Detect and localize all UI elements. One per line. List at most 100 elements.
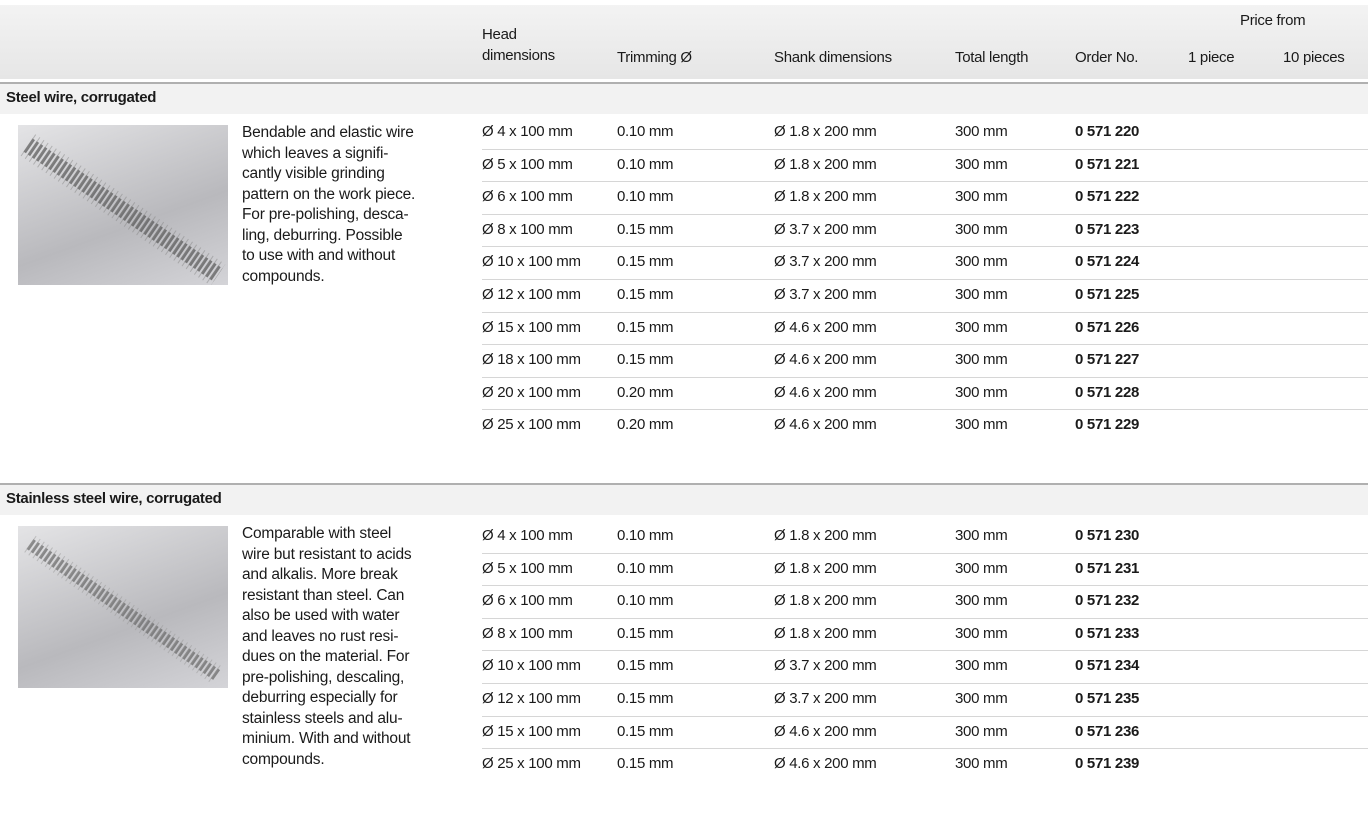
order-number: 0 571 233 <box>1075 624 1140 642</box>
section-header <box>0 82 1368 114</box>
table-cell: 300 mm <box>955 559 1008 577</box>
table-cell: 0.15 mm <box>617 690 674 707</box>
table-cell: 0.15 mm <box>617 722 674 740</box>
row-separator <box>482 148 1368 150</box>
table-cell: Ø 3.7 x 200 mm <box>774 253 877 271</box>
table-cell: 0.20 mm <box>617 416 674 434</box>
row-separator <box>482 715 1368 717</box>
table-cell: 300 mm <box>955 722 1008 740</box>
table-cell: 0.15 mm <box>617 318 674 336</box>
table-cell: 0.15 mm <box>617 286 674 303</box>
table-cell: Ø 8 x 100 mm <box>482 624 573 642</box>
price-from-header: Price from <box>1240 12 1306 29</box>
table-cell: 300 mm <box>955 527 1008 544</box>
table-cell: Ø 1.8 x 200 mm <box>774 155 877 173</box>
table-cell: 300 mm <box>955 755 1008 773</box>
table-cell: Ø 10 x 100 mm <box>482 253 581 271</box>
table-cell: Ø 4.6 x 200 mm <box>774 722 877 740</box>
description: Bendable and elastic wire which leaves a… <box>242 124 416 285</box>
row-separator <box>482 617 1368 619</box>
table-cell: Ø 18 x 100 mm <box>482 351 581 369</box>
table-cell: 300 mm <box>955 416 1008 434</box>
row-separator <box>482 213 1368 215</box>
order-number: 0 571 221 <box>1075 155 1140 173</box>
row-separator <box>482 650 1368 652</box>
order-number: 0 571 231 <box>1075 559 1140 577</box>
order-number: 0 571 223 <box>1075 220 1140 238</box>
order-number: 0 571 227 <box>1075 351 1140 369</box>
row-separator <box>482 279 1368 280</box>
table-cell: 0.10 mm <box>617 155 674 173</box>
table-cell: Ø 4.6 x 200 mm <box>774 351 877 369</box>
table-cell: Ø 4 x 100 mm <box>482 527 573 544</box>
table-cell: 0.15 mm <box>617 657 674 675</box>
table-cell: Ø 4.6 x 200 mm <box>774 318 877 336</box>
row-separator <box>482 748 1368 750</box>
order-number: 0 571 220 <box>1075 123 1140 140</box>
table-cell: Ø 25 x 100 mm <box>482 416 581 434</box>
table-cell: Ø 4 x 100 mm <box>482 123 573 140</box>
table-cell: Ø 3.7 x 200 mm <box>774 220 877 238</box>
table-cell: 0.10 mm <box>617 527 674 544</box>
table-cell: Ø 4.6 x 200 mm <box>774 416 877 434</box>
table-cell: Ø 12 x 100 mm <box>482 286 581 303</box>
order-number: 0 571 230 <box>1075 527 1140 544</box>
table-cell: 300 mm <box>955 592 1008 610</box>
table-cell: Ø 1.8 x 200 mm <box>774 559 877 577</box>
table-cell: 300 mm <box>955 155 1008 173</box>
table-cell: 300 mm <box>955 253 1008 271</box>
order-number: 0 571 236 <box>1075 722 1140 740</box>
table-cell: 300 mm <box>955 351 1008 369</box>
table-cell: 0.10 mm <box>617 123 674 140</box>
table-cell: Ø 8 x 100 mm <box>482 220 573 238</box>
table-cell: Ø 3.7 x 200 mm <box>774 690 877 707</box>
table-cell: Ø 12 x 100 mm <box>482 690 581 707</box>
table-cell: 0.15 mm <box>617 253 674 271</box>
order-number: 0 571 232 <box>1075 592 1140 610</box>
table-cell: 300 mm <box>955 188 1008 206</box>
order-number: 0 571 235 <box>1075 690 1140 707</box>
table-cell: Ø 1.8 x 200 mm <box>774 188 877 206</box>
row-separator <box>482 344 1368 346</box>
order-number: 0 571 226 <box>1075 318 1140 336</box>
table-cell: 300 mm <box>955 286 1008 303</box>
table-cell: 0.20 mm <box>617 383 674 401</box>
table-cell: Ø 5 x 100 mm <box>482 559 573 577</box>
section-title: Steel wire, corrugated <box>6 89 157 106</box>
table-cell: Ø 1.8 x 200 mm <box>774 624 877 642</box>
brush-illustration <box>20 134 226 286</box>
table-cell: Ø 15 x 100 mm <box>482 722 581 740</box>
table-cell: 300 mm <box>955 123 1008 140</box>
table-header <box>0 5 1368 79</box>
table-cell: Ø 5 x 100 mm <box>482 155 573 173</box>
table-cell: 300 mm <box>955 657 1008 675</box>
table-cell: 300 mm <box>955 383 1008 401</box>
column-header: Trimming Ø <box>617 49 692 66</box>
column-header: Order No. <box>1075 49 1139 66</box>
table-cell: 300 mm <box>955 690 1008 707</box>
price-column-header: 10 pieces <box>1283 49 1345 66</box>
table-cell: Ø 1.8 x 200 mm <box>774 527 877 544</box>
table-cell: 0.15 mm <box>617 624 674 642</box>
table-cell: Ø 6 x 100 mm <box>482 188 573 206</box>
brush-illustration <box>24 535 224 685</box>
table-cell: Ø 3.7 x 200 mm <box>774 657 877 675</box>
row-separator <box>482 246 1368 248</box>
product-image <box>18 526 228 688</box>
section-title: Stainless steel wire, corrugated <box>6 490 222 507</box>
table-cell: 300 mm <box>955 624 1008 642</box>
table-cell: 300 mm <box>955 220 1008 238</box>
table-cell: 0.10 mm <box>617 592 674 610</box>
column-header: Shank dimensions <box>774 49 892 66</box>
row-separator <box>482 552 1368 554</box>
table-cell: 0.15 mm <box>617 351 674 369</box>
table-cell: Ø 3.7 x 200 mm <box>774 286 877 303</box>
row-separator <box>482 376 1368 378</box>
table-cell: Ø 25 x 100 mm <box>482 755 581 773</box>
order-number: 0 571 239 <box>1075 755 1140 773</box>
section-header <box>0 483 1368 515</box>
table-cell: 0.15 mm <box>617 220 674 238</box>
table-cell: Ø 10 x 100 mm <box>482 657 581 675</box>
table-cell: Ø 20 x 100 mm <box>482 383 581 401</box>
